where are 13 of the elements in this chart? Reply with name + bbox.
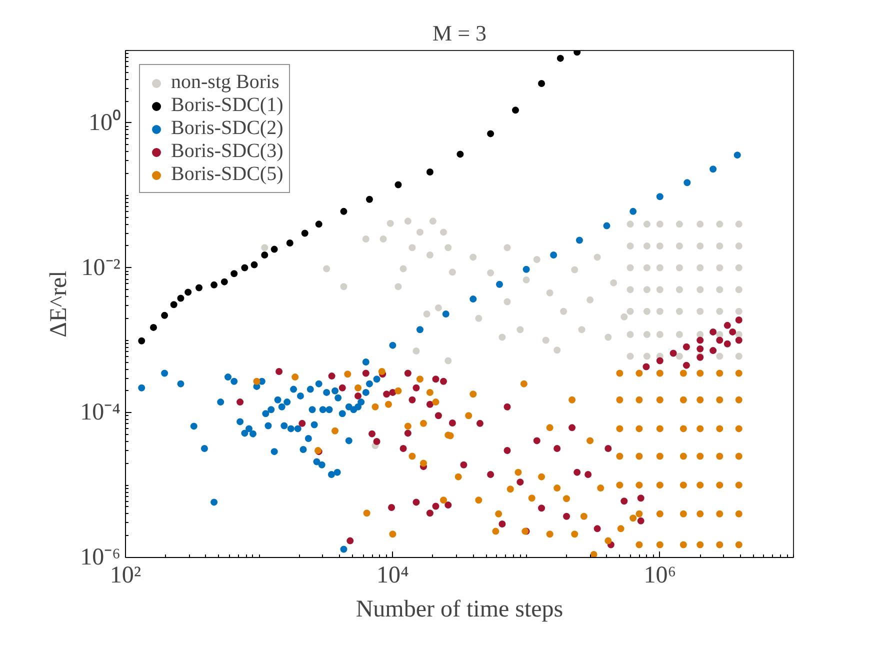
y-axis-title: ΔE^rel — [46, 270, 72, 338]
legend-label: Boris-SDC(5) — [171, 163, 284, 186]
chart-title: M = 3 — [432, 20, 486, 46]
x-tick-label: 10⁶ — [644, 562, 676, 588]
y-tick-label: 10⁻² — [81, 254, 121, 281]
y-tick-label: 10⁰ — [88, 108, 120, 136]
x-axis-title: Number of time steps — [356, 596, 564, 622]
y-tick-label: 10⁻⁴ — [80, 400, 121, 426]
legend-label: non-stg Boris — [171, 71, 280, 94]
legend-label: Boris-SDC(3) — [171, 140, 284, 163]
legend-label: Boris-SDC(1) — [171, 94, 284, 117]
x-tick-label: 10⁴ — [376, 562, 409, 588]
legend-label: Boris-SDC(2) — [171, 117, 284, 140]
